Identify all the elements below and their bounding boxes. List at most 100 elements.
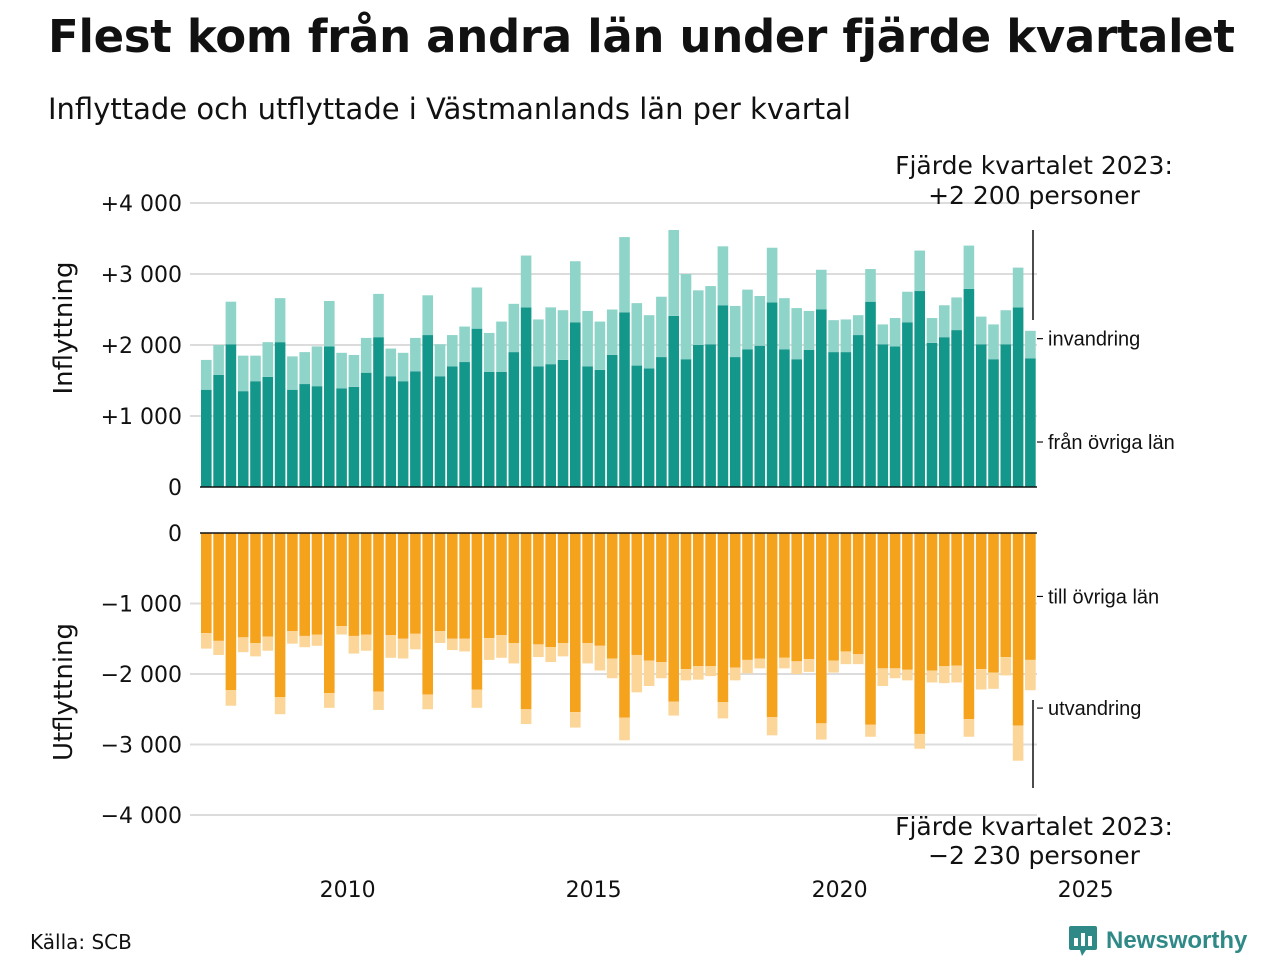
bar-fran-ovriga-lan: [828, 352, 839, 487]
bar-fran-ovriga-lan: [262, 376, 274, 487]
bar-till-ovriga-lan: [496, 533, 507, 636]
bar-invandring: [631, 303, 643, 366]
bar-till-ovriga-lan: [582, 533, 593, 643]
bar-fran-ovriga-lan: [643, 368, 655, 487]
bar-utvandring: [299, 635, 310, 648]
bar-till-ovriga-lan: [840, 533, 852, 652]
bar-fran-ovriga-lan: [705, 344, 716, 487]
bar-invandring: [951, 297, 962, 331]
bar-fran-ovriga-lan: [274, 342, 286, 487]
bar-fran-ovriga-lan: [902, 322, 913, 487]
bar-till-ovriga-lan: [1000, 533, 1012, 658]
bar-invandring: [926, 318, 938, 343]
bar-fran-ovriga-lan: [348, 386, 360, 487]
bar-invandring: [336, 352, 347, 389]
x-tick-label: 2020: [812, 878, 868, 903]
bar-till-ovriga-lan: [385, 533, 397, 636]
bar-till-ovriga-lan: [471, 533, 483, 690]
bar-till-ovriga-lan: [631, 533, 643, 655]
bar-invandring: [299, 352, 310, 385]
bar-utvandring: [201, 633, 212, 649]
bar-fran-ovriga-lan: [803, 349, 815, 487]
source-note: Källa: SCB: [30, 930, 132, 954]
bar-till-ovriga-lan: [803, 533, 815, 660]
bar-till-ovriga-lan: [397, 533, 409, 639]
bar-fran-ovriga-lan: [594, 369, 606, 487]
bar-fran-ovriga-lan: [668, 315, 679, 487]
bar-till-ovriga-lan: [201, 533, 212, 634]
bar-fran-ovriga-lan: [360, 372, 372, 487]
bar-fran-ovriga-lan: [324, 346, 335, 487]
bar-fran-ovriga-lan: [717, 305, 729, 487]
bar-invandring: [545, 307, 556, 365]
bar-fran-ovriga-lan: [840, 352, 852, 487]
bar-fran-ovriga-lan: [1012, 307, 1024, 487]
bar-utvandring: [668, 701, 679, 716]
bar-fran-ovriga-lan: [213, 374, 224, 487]
bar-utvandring: [250, 642, 261, 657]
bar-till-ovriga-lan: [656, 533, 667, 663]
bar-invandring: [742, 289, 753, 350]
bar-fran-ovriga-lan: [508, 352, 520, 487]
bar-invandring: [348, 354, 360, 387]
series-label: till övriga län: [1048, 586, 1159, 608]
bar-till-ovriga-lan: [225, 533, 237, 691]
bar-utvandring: [324, 693, 335, 708]
bar-invandring: [274, 298, 286, 343]
bar-fran-ovriga-lan: [422, 335, 433, 487]
bar-fran-ovriga-lan: [865, 301, 876, 487]
y-tick-label: +4 000: [101, 192, 182, 217]
bar-invandring: [262, 342, 274, 377]
x-tick-label: 2015: [566, 878, 622, 903]
bar-till-ovriga-lan: [975, 533, 987, 670]
bar-invandring: [508, 303, 520, 353]
bar-invandring: [201, 359, 212, 390]
bar-utvandring: [717, 702, 729, 719]
bar-till-ovriga-lan: [705, 533, 716, 667]
bar-till-ovriga-lan: [213, 533, 224, 641]
bar-utvandring: [656, 662, 667, 679]
bar-fran-ovriga-lan: [816, 309, 827, 487]
page-subtitle: Inflyttade och utflyttade i Västmanlands…: [48, 92, 851, 126]
bar-utvandring: [742, 659, 753, 674]
bar-fran-ovriga-lan: [410, 371, 421, 487]
bar-fran-ovriga-lan: [533, 366, 544, 487]
bar-fran-ovriga-lan: [397, 381, 409, 487]
bar-utvandring: [545, 647, 556, 663]
bar-invandring: [988, 324, 999, 360]
bar-fran-ovriga-lan: [680, 359, 692, 487]
bar-invandring: [1012, 267, 1024, 308]
bar-utvandring: [483, 638, 495, 660]
y-tick-label: 0: [168, 522, 182, 547]
bar-till-ovriga-lan: [1025, 533, 1036, 660]
series-label: från övriga län: [1048, 432, 1175, 454]
bar-fran-ovriga-lan: [656, 357, 667, 487]
bar-fran-ovriga-lan: [311, 386, 323, 487]
bar-fran-ovriga-lan: [877, 344, 889, 487]
bar-invandring: [459, 326, 470, 363]
bar-fran-ovriga-lan: [754, 345, 766, 487]
bar-invandring: [237, 355, 249, 392]
bar-invandring: [939, 305, 950, 338]
bar-till-ovriga-lan: [606, 533, 618, 659]
x-tick-label: 2025: [1058, 878, 1114, 903]
page-title: Flest kom från andra län under fjärde kv…: [48, 10, 1235, 63]
bar-fran-ovriga-lan: [988, 359, 999, 487]
bar-utvandring: [779, 657, 790, 669]
bar-invandring: [582, 310, 593, 367]
bar-invandring: [643, 315, 655, 369]
bar-utvandring: [434, 630, 446, 643]
bar-utvandring: [237, 637, 249, 653]
bar-fran-ovriga-lan: [766, 302, 778, 487]
bar-till-ovriga-lan: [447, 533, 458, 639]
bar-utvandring: [1000, 657, 1012, 676]
bar-invandring: [865, 269, 876, 302]
bar-till-ovriga-lan: [951, 533, 962, 666]
bar-invandring: [557, 310, 569, 360]
bar-utvandring: [447, 638, 458, 651]
bar-utvandring: [262, 636, 274, 651]
bar-invandring: [606, 309, 618, 355]
bar-fran-ovriga-lan: [791, 359, 802, 487]
bar-utvandring: [840, 651, 852, 665]
